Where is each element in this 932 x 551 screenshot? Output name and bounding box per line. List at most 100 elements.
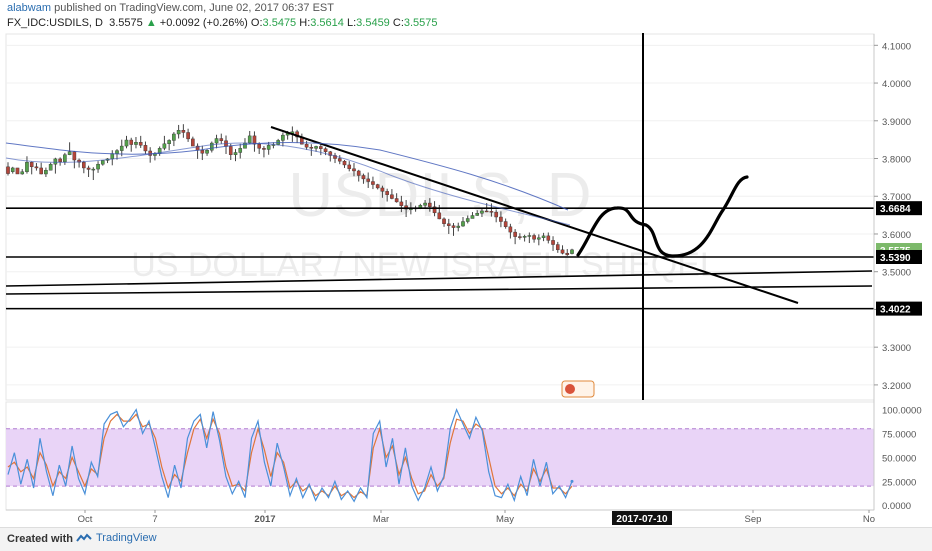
candle-body xyxy=(10,167,15,172)
watermark-name: US DOLLAR / NEW ISRAELI SHEQEL xyxy=(131,246,719,284)
tradingview-brand[interactable]: TradingView xyxy=(76,532,157,544)
created-with-text: Created with xyxy=(7,533,74,545)
ma-fast-line xyxy=(5,142,571,226)
candle-body xyxy=(394,198,399,203)
candle-body xyxy=(337,158,342,162)
price-tick-label: 4.0000 xyxy=(882,79,911,90)
candle-body xyxy=(15,167,20,175)
time-tick-label: Mar xyxy=(373,514,389,525)
time-tick-label: Oct xyxy=(78,514,93,525)
author-link[interactable]: alabwam xyxy=(7,2,52,14)
ohlc-line: FX_IDC:USDILS, D 3.5575 ▲ +0.0092 (+0.26… xyxy=(7,17,438,29)
event-badge[interactable] xyxy=(561,380,595,398)
candle-body xyxy=(25,162,29,172)
candle-body xyxy=(489,211,494,213)
cursor-date-label: 2017-07-10 xyxy=(616,514,668,525)
candle-body xyxy=(129,139,134,145)
candle-body xyxy=(432,206,437,214)
candle-body xyxy=(205,150,209,154)
candle-body xyxy=(475,213,480,216)
candle-body xyxy=(309,146,314,149)
candle-body xyxy=(532,235,536,240)
tradingview-logo-icon xyxy=(76,533,92,542)
low-label: L: xyxy=(346,17,357,29)
candle-body xyxy=(399,201,404,206)
price-tick-label: 3.3000 xyxy=(882,343,911,354)
candle-body xyxy=(461,221,465,227)
osc-tick-label: 100.0000 xyxy=(882,406,922,417)
price-label-text: 3.4022 xyxy=(880,305,911,316)
candle-body xyxy=(176,130,181,135)
candle-body xyxy=(428,202,432,208)
candle-body xyxy=(262,148,266,150)
last-price: 3.5575 xyxy=(109,17,143,29)
support-line-lower[interactable] xyxy=(5,285,873,295)
candle-body xyxy=(437,212,442,220)
osc-tick-label: 0.0000 xyxy=(882,501,911,512)
candle-body xyxy=(63,154,67,163)
close-value: 3.5575 xyxy=(403,17,438,29)
time-tick-label: May xyxy=(496,514,514,525)
candle-body xyxy=(53,158,58,165)
candle-body xyxy=(138,142,143,146)
candle-body xyxy=(124,139,129,147)
osc-tick-label: 50.0000 xyxy=(882,453,916,464)
candle-body xyxy=(499,216,503,222)
candle-body xyxy=(167,140,171,145)
candle-body xyxy=(513,231,517,237)
candle-body xyxy=(200,150,205,154)
candle-body xyxy=(228,146,233,155)
candle-body xyxy=(100,160,105,165)
time-axis[interactable]: Oct 7 2017 Mar May Sep No 2017-07-10 xyxy=(6,509,875,525)
up-arrow-icon: ▲ xyxy=(145,17,157,29)
price-tick-label: 3.7000 xyxy=(882,192,911,203)
time-tick-label: 7 xyxy=(152,514,157,525)
stoch-fast-line xyxy=(7,407,573,503)
candle-body xyxy=(560,249,565,254)
candle-body xyxy=(494,211,498,218)
osc-tick-label: 25.0000 xyxy=(882,477,916,488)
moving-averages xyxy=(5,142,571,226)
publisher-line: alabwam published on TradingView.com, Ju… xyxy=(7,2,334,14)
candle-body xyxy=(72,151,77,161)
candle-body xyxy=(91,168,96,171)
candle-body xyxy=(480,210,484,214)
price-tick-label: 3.8000 xyxy=(882,155,911,166)
candle-body xyxy=(58,158,62,163)
candle-body xyxy=(214,138,219,144)
candle-body xyxy=(247,135,252,144)
candle-body xyxy=(233,152,238,155)
candle-body xyxy=(148,150,152,156)
forecast-path[interactable] xyxy=(576,175,749,258)
cursor-date-box[interactable] xyxy=(612,511,672,525)
candle-body xyxy=(110,153,115,160)
footer-bar: Created with TradingView xyxy=(0,527,932,551)
support-line-upper[interactable] xyxy=(5,270,873,287)
price-label-text: 3.5390 xyxy=(880,253,911,264)
candle-body xyxy=(252,135,257,145)
candle-body xyxy=(186,132,190,140)
candle-body xyxy=(238,148,243,153)
symbol-label[interactable]: FX_IDC:USDILS, D xyxy=(7,17,103,29)
candle-body xyxy=(162,143,167,149)
price-axis[interactable]: 4.1000 4.0000 3.9000 3.8000 3.7000 3.6000 3.50… xyxy=(873,34,922,512)
candle-body xyxy=(96,163,100,170)
candle-body xyxy=(484,210,489,213)
candle-body xyxy=(390,194,394,199)
candle-body xyxy=(451,225,456,228)
candle-body xyxy=(67,151,72,155)
time-tick-label: 2017 xyxy=(254,514,275,525)
candlestick-series xyxy=(6,124,574,256)
candle-body xyxy=(470,215,475,219)
chart-canvas[interactable]: USDILS, D US DOLLAR / NEW ISRAELI SHEQEL… xyxy=(0,0,932,527)
price-label-box[interactable] xyxy=(876,301,922,316)
price-label-box[interactable] xyxy=(876,249,922,264)
price-label-box[interactable] xyxy=(876,201,922,216)
candle-body xyxy=(119,145,124,151)
drawings[interactable] xyxy=(5,33,873,400)
candle-body xyxy=(347,164,352,169)
close-label: C: xyxy=(392,17,404,29)
horizontal-levels[interactable] xyxy=(6,207,874,310)
stochastic-panel xyxy=(6,407,874,503)
candle-body xyxy=(375,184,380,189)
